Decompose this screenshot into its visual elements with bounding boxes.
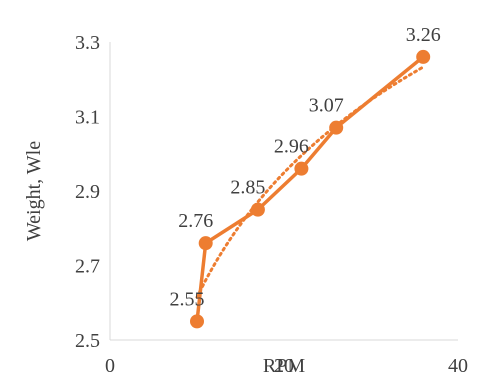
tick-labels: 2.5 2.7 2.9 3.1 3.3 0 20 40: [75, 32, 468, 377]
x-tick-label: 0: [105, 355, 115, 377]
data-label: 2.55: [170, 288, 205, 310]
x-tick-label: 20: [274, 355, 294, 377]
y-tick-label: 3.1: [75, 107, 100, 129]
data-point: [294, 161, 309, 176]
data-point: [329, 120, 344, 135]
axes: [109, 42, 458, 341]
data-labels: 2.55 2.76 2.85 2.963.07 3.26: [170, 24, 441, 310]
y-tick-label: 2.9: [75, 181, 100, 203]
y-tick-label: 2.5: [75, 330, 100, 352]
series-layer: [190, 49, 431, 329]
trendline: [195, 65, 425, 299]
data-point: [250, 202, 265, 217]
data-point: [198, 236, 213, 251]
x-axis-title: RPM: [263, 355, 305, 377]
y-tick-label: 2.7: [75, 256, 100, 278]
y-tick-label: 3.3: [75, 32, 100, 54]
y-axis-title: Weight, Wle: [23, 141, 45, 241]
data-point: [190, 314, 204, 329]
data-label: 3.07: [309, 95, 344, 117]
data-label: 2.76: [178, 210, 213, 232]
data-label: 3.26: [406, 24, 441, 46]
trendline-layer: [195, 65, 425, 299]
x-tick-label: 40: [448, 355, 468, 377]
data-label: 2.85: [230, 177, 265, 199]
data-point: [416, 49, 431, 64]
series-line: [195, 55, 425, 322]
data-label: 2.96: [274, 136, 309, 158]
